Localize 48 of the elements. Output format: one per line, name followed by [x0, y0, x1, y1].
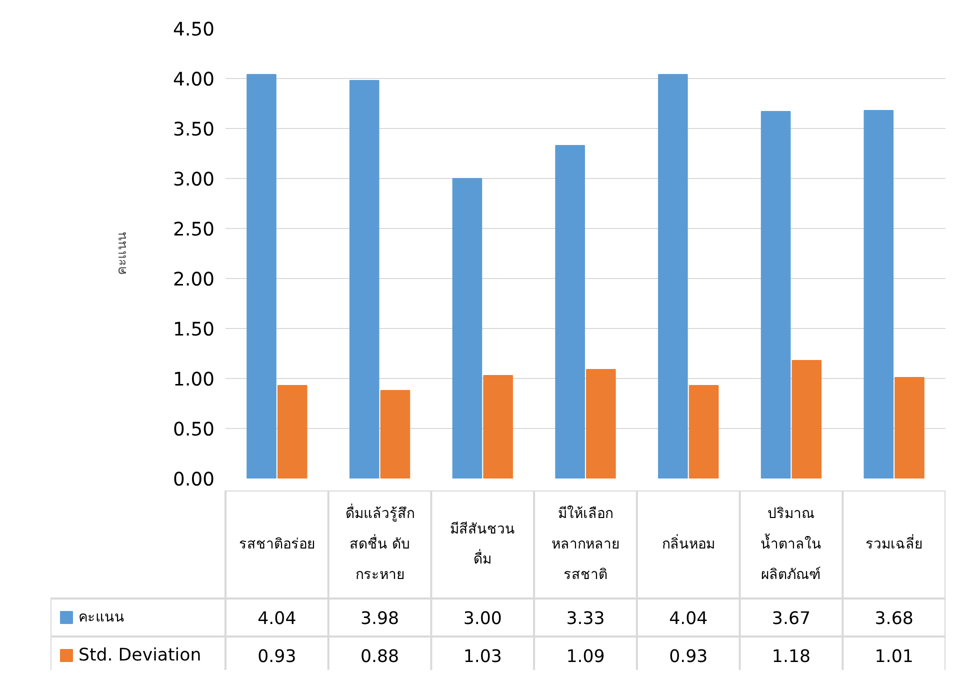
x-tick-label: มีสีสันชวน ดื่ม	[450, 521, 516, 568]
y-axis-title: คะแนน	[114, 232, 130, 275]
bar	[555, 145, 585, 478]
y-tick-label: 2.50	[172, 220, 215, 240]
x-tick-label: มีให้เลือก หลากหลาย รสชาติ	[552, 505, 620, 583]
legend-label: คะแนน	[78, 610, 124, 626]
data-label: 1.01	[874, 647, 914, 667]
y-tick-label: 0.00	[172, 470, 215, 490]
data-label: 0.88	[360, 647, 400, 667]
data-label: 4.04	[258, 609, 296, 629]
bar	[586, 369, 616, 478]
data-label: 1.09	[566, 647, 605, 667]
y-tick-label: 1.50	[172, 320, 215, 340]
data-label: 3.00	[463, 609, 502, 629]
y-tick-label: 3.50	[172, 120, 215, 140]
bar	[349, 80, 380, 478]
y-tick-label: 0.50	[172, 420, 215, 440]
data-label: 3.33	[566, 609, 605, 629]
bar	[864, 110, 894, 478]
bar	[483, 375, 513, 478]
bar	[658, 74, 688, 478]
y-tick-label: 2.00	[172, 270, 215, 290]
y-tick-label: 3.00	[172, 170, 215, 190]
bar	[688, 385, 719, 478]
data-label: 3.68	[874, 609, 914, 629]
x-tick-label: ปริมาณ น้ำตาลใน ผลิตภัณฑ์	[760, 506, 822, 583]
bar	[894, 377, 924, 478]
y-tick-label: 1.00	[172, 370, 215, 390]
x-tick-label: รวมเฉลี่ย	[866, 534, 923, 552]
bar	[452, 178, 482, 478]
data-label: 1.18	[772, 647, 811, 667]
bar	[760, 111, 791, 478]
y-tick-label: 4.50	[172, 20, 215, 40]
data-label: 0.93	[669, 647, 708, 667]
data-label: 0.93	[258, 647, 296, 667]
bar	[792, 360, 822, 478]
x-tick-label: ดื่มแล้วรู้สึก สดชื่น ดับ กระหาย	[345, 504, 414, 583]
x-tick-label: กลิ่นหอม	[662, 534, 715, 552]
bar	[380, 390, 410, 478]
data-label: 3.98	[360, 609, 400, 629]
legend-label: Std. Deviation	[78, 646, 202, 666]
data-label: 4.04	[669, 609, 708, 629]
x-tick-label: รสชาติอร่อย	[238, 536, 315, 552]
y-tick-label: 4.00	[172, 70, 215, 90]
data-label: 3.67	[772, 609, 811, 629]
bar	[246, 74, 276, 478]
data-label: 1.03	[463, 647, 502, 667]
bar	[277, 385, 308, 478]
